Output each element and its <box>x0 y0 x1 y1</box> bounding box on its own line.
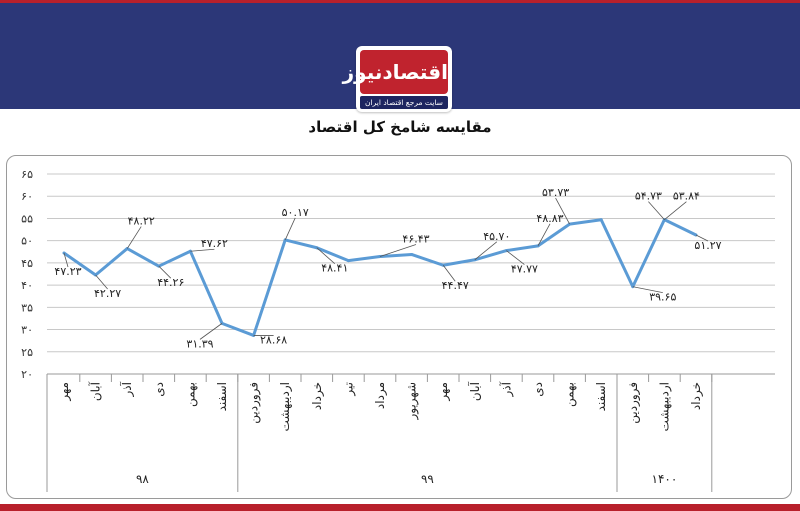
leader-line <box>506 250 525 265</box>
leader-line <box>664 201 687 220</box>
leader-line <box>126 226 142 249</box>
leader-line <box>648 201 665 220</box>
category-label: مهر <box>57 382 72 402</box>
leader-line <box>284 217 296 241</box>
category-label: مهر <box>436 382 451 402</box>
leader-line <box>63 252 69 268</box>
data-label: ۴۸.۴۱ <box>321 262 348 275</box>
data-label: ۵۳.۸۴ <box>673 190 700 203</box>
y-tick-label: ۴۰ <box>21 279 33 292</box>
category-label: تیر <box>341 382 356 397</box>
y-tick-label: ۵۰ <box>21 235 33 248</box>
leader-line <box>316 247 336 265</box>
data-label: ۵۱.۲۷ <box>694 239 721 252</box>
data-label: ۳۱.۳۹ <box>186 337 213 350</box>
category-label: آبان <box>88 381 103 401</box>
data-label: ۴۵.۷۰ <box>483 230 510 243</box>
group-label: ۹۹ <box>421 472 434 486</box>
data-label: ۴۸.۸۳ <box>536 212 563 225</box>
leader-line <box>199 323 223 340</box>
data-point <box>599 218 603 222</box>
leader-line <box>158 265 172 279</box>
category-label: اسفند <box>215 382 229 411</box>
category-label: اردیبهشت <box>278 382 293 431</box>
data-label: ۴۷.۶۲ <box>201 237 228 250</box>
bottom-accent-line <box>0 504 800 511</box>
leader-line <box>695 234 709 242</box>
data-label: ۴۴.۲۶ <box>157 276 184 289</box>
y-tick-label: ۲۵ <box>21 346 33 359</box>
category-label: دی <box>531 382 545 397</box>
chart-frame: ۲۰ ۲۵ ۳۰ ۳۵ ۴۰ ۴۵ ۵۰ ۵۵ ۶۰ ۶۵ مهر آبان آذر دی بهمن اسفن… <box>6 155 792 499</box>
leader-line <box>190 248 215 252</box>
leader-line <box>379 244 417 257</box>
leader-line <box>632 286 663 294</box>
leader-line <box>95 274 108 290</box>
data-label: ۴۴.۴۷ <box>442 279 469 292</box>
group-label: ۱۴۰۰ <box>652 472 678 486</box>
data-label: ۴۸.۲۲ <box>128 215 155 228</box>
category-label: دی <box>152 382 166 397</box>
leader-line <box>537 223 551 247</box>
top-accent-line <box>0 0 800 3</box>
category-label: اردیبهشت <box>657 382 672 431</box>
y-tick-label: ۳۰ <box>21 324 33 337</box>
logo-tagline: سایت مرجع اقتصاد ایران <box>360 96 448 109</box>
data-label: ۳۹.۶۵ <box>649 291 676 304</box>
y-tick-label: ۳۵ <box>21 301 33 314</box>
category-label: آذر <box>498 381 514 397</box>
logo-wordmark: اقتصادنیوز <box>343 50 448 94</box>
data-point <box>346 259 350 263</box>
category-label: بهمن <box>183 382 198 407</box>
group-label: ۹۸ <box>136 472 149 486</box>
category-label: بهمن <box>563 382 578 407</box>
leader-line <box>442 265 456 282</box>
y-tick-label: ۶۰ <box>21 190 33 203</box>
category-label: خرداد <box>689 382 704 410</box>
category-label: آذر <box>119 381 135 397</box>
data-label: ۵۳.۷۳ <box>542 186 569 199</box>
line-chart: ۲۰ ۲۵ ۳۰ ۳۵ ۴۰ ۴۵ ۵۰ ۵۵ ۶۰ ۶۵ مهر آبان آذر دی بهمن اسفن… <box>21 168 775 492</box>
data-label: ۵۰.۱۷ <box>282 206 309 219</box>
page-title: مقایسه شامخ کل اقتصاد <box>308 118 492 136</box>
logo[interactable]: اقتصادنیوز سایت مرجع اقتصاد ایران <box>343 46 452 112</box>
category-label: فروردین <box>626 382 641 424</box>
y-tick-label: ۴۵ <box>21 257 33 270</box>
data-label: ۴۷.۷۷ <box>511 263 538 276</box>
category-label: اسفند <box>594 382 608 411</box>
category-label: مرداد <box>373 382 388 409</box>
data-label: ۴۶.۴۳ <box>402 233 429 246</box>
leader-line <box>474 241 498 261</box>
data-label: ۴۲.۲۷ <box>94 287 121 300</box>
data-label: ۵۴.۷۳ <box>635 190 662 203</box>
data-label: ۲۸.۶۸ <box>260 333 287 346</box>
data-point <box>410 252 414 256</box>
data-point <box>694 233 698 237</box>
category-label: شهریور <box>405 382 420 421</box>
leader-line <box>555 197 570 225</box>
y-tick-label: ۶۵ <box>21 168 33 181</box>
category-label: خرداد <box>310 382 325 410</box>
y-tick-label: ۲۰ <box>21 368 33 381</box>
data-label: ۴۷.۲۳ <box>54 265 81 278</box>
data-point <box>568 222 572 226</box>
category-label: آبان <box>467 381 482 401</box>
y-tick-label: ۵۵ <box>21 212 33 225</box>
category-label: فروردین <box>247 382 262 424</box>
